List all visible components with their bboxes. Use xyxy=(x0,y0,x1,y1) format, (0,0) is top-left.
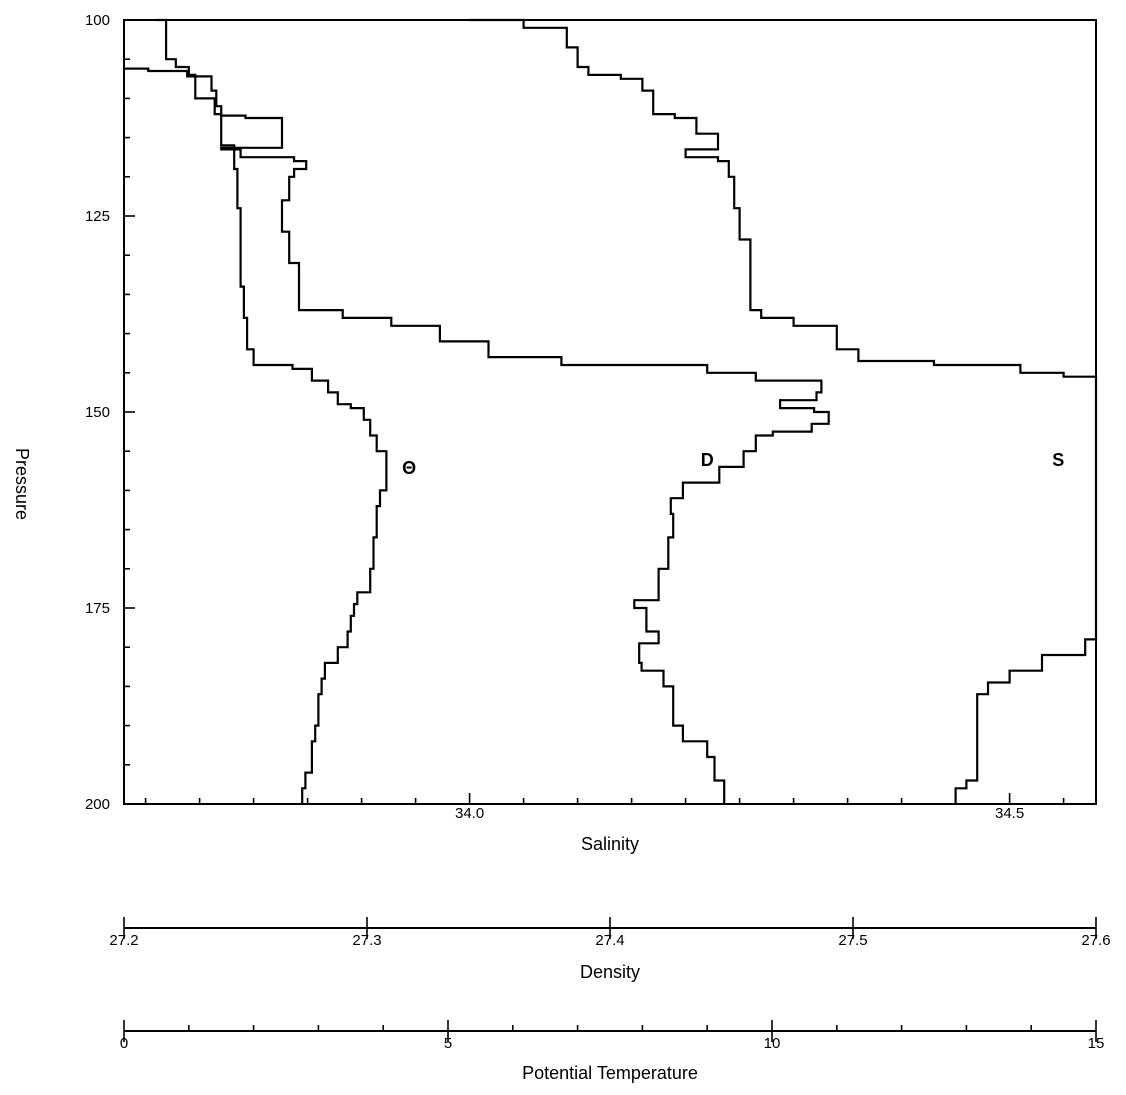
salinity-tick-label: 34.0 xyxy=(455,805,484,822)
salinity-curve-label: S xyxy=(1052,450,1064,470)
temperature-curve xyxy=(156,18,388,804)
temperature-tick-label: 0 xyxy=(120,1035,128,1052)
pressure-tick-label: 150 xyxy=(85,404,110,421)
pressure-tick-label: 125 xyxy=(85,208,110,225)
density-axis: 27.2 27.3 27.4 27.5 27.6 xyxy=(109,917,1111,949)
plot-frame xyxy=(123,19,1097,805)
pressure-axis-title: Pressure xyxy=(12,448,32,520)
temperature-axis-title: Potential Temperature xyxy=(522,1063,698,1083)
temperature-tick-label: 15 xyxy=(1088,1035,1105,1052)
curve-labels: SDΘ xyxy=(402,450,1064,478)
pressure-tick-label: 175 xyxy=(85,600,110,617)
pressure-tick-label: 100 xyxy=(85,12,110,29)
salinity-tick-label: 34.5 xyxy=(995,805,1024,822)
density-tick-label: 27.3 xyxy=(352,932,381,949)
salinity-axis: 34.0 34.5 xyxy=(144,793,1065,822)
salinity-axis-title: Salinity xyxy=(581,834,639,854)
curves-group xyxy=(124,18,1098,804)
temperature-tick-label: 5 xyxy=(444,1035,452,1052)
density-tick-label: 27.5 xyxy=(838,932,867,949)
density-tick-label: 27.4 xyxy=(595,932,624,949)
temperature-tick-label: 10 xyxy=(764,1035,781,1052)
pressure-tick-label: 200 xyxy=(85,796,110,813)
density-curve xyxy=(124,67,830,804)
temperature-axis: 0 5 10 15 xyxy=(120,1020,1105,1052)
density-curve-label: D xyxy=(701,450,714,470)
density-axis-title: Density xyxy=(580,962,640,982)
density-tick-label: 27.6 xyxy=(1081,932,1110,949)
pressure-axis: 100 125 150 175 200 xyxy=(85,12,135,813)
temperature-curve-label: Θ xyxy=(402,458,416,478)
density-tick-label: 27.2 xyxy=(109,932,138,949)
salinity-curve xyxy=(469,18,1098,804)
